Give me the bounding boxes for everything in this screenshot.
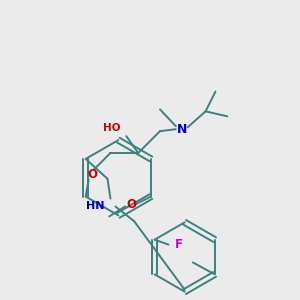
- Text: F: F: [174, 238, 182, 251]
- Text: HN: HN: [86, 202, 104, 212]
- Text: HO: HO: [103, 123, 120, 133]
- Text: O: O: [88, 168, 98, 181]
- Text: O: O: [126, 198, 136, 211]
- Text: N: N: [177, 123, 187, 136]
